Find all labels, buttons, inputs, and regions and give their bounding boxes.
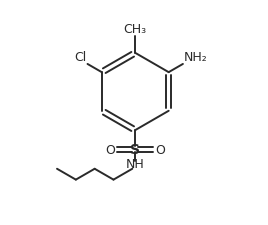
Text: O: O — [105, 143, 115, 156]
Text: O: O — [155, 143, 165, 156]
Text: CH₃: CH₃ — [124, 23, 147, 36]
Text: NH₂: NH₂ — [184, 51, 208, 64]
Text: NH: NH — [126, 157, 144, 170]
Text: Cl: Cl — [74, 51, 86, 64]
Text: S: S — [130, 143, 140, 157]
